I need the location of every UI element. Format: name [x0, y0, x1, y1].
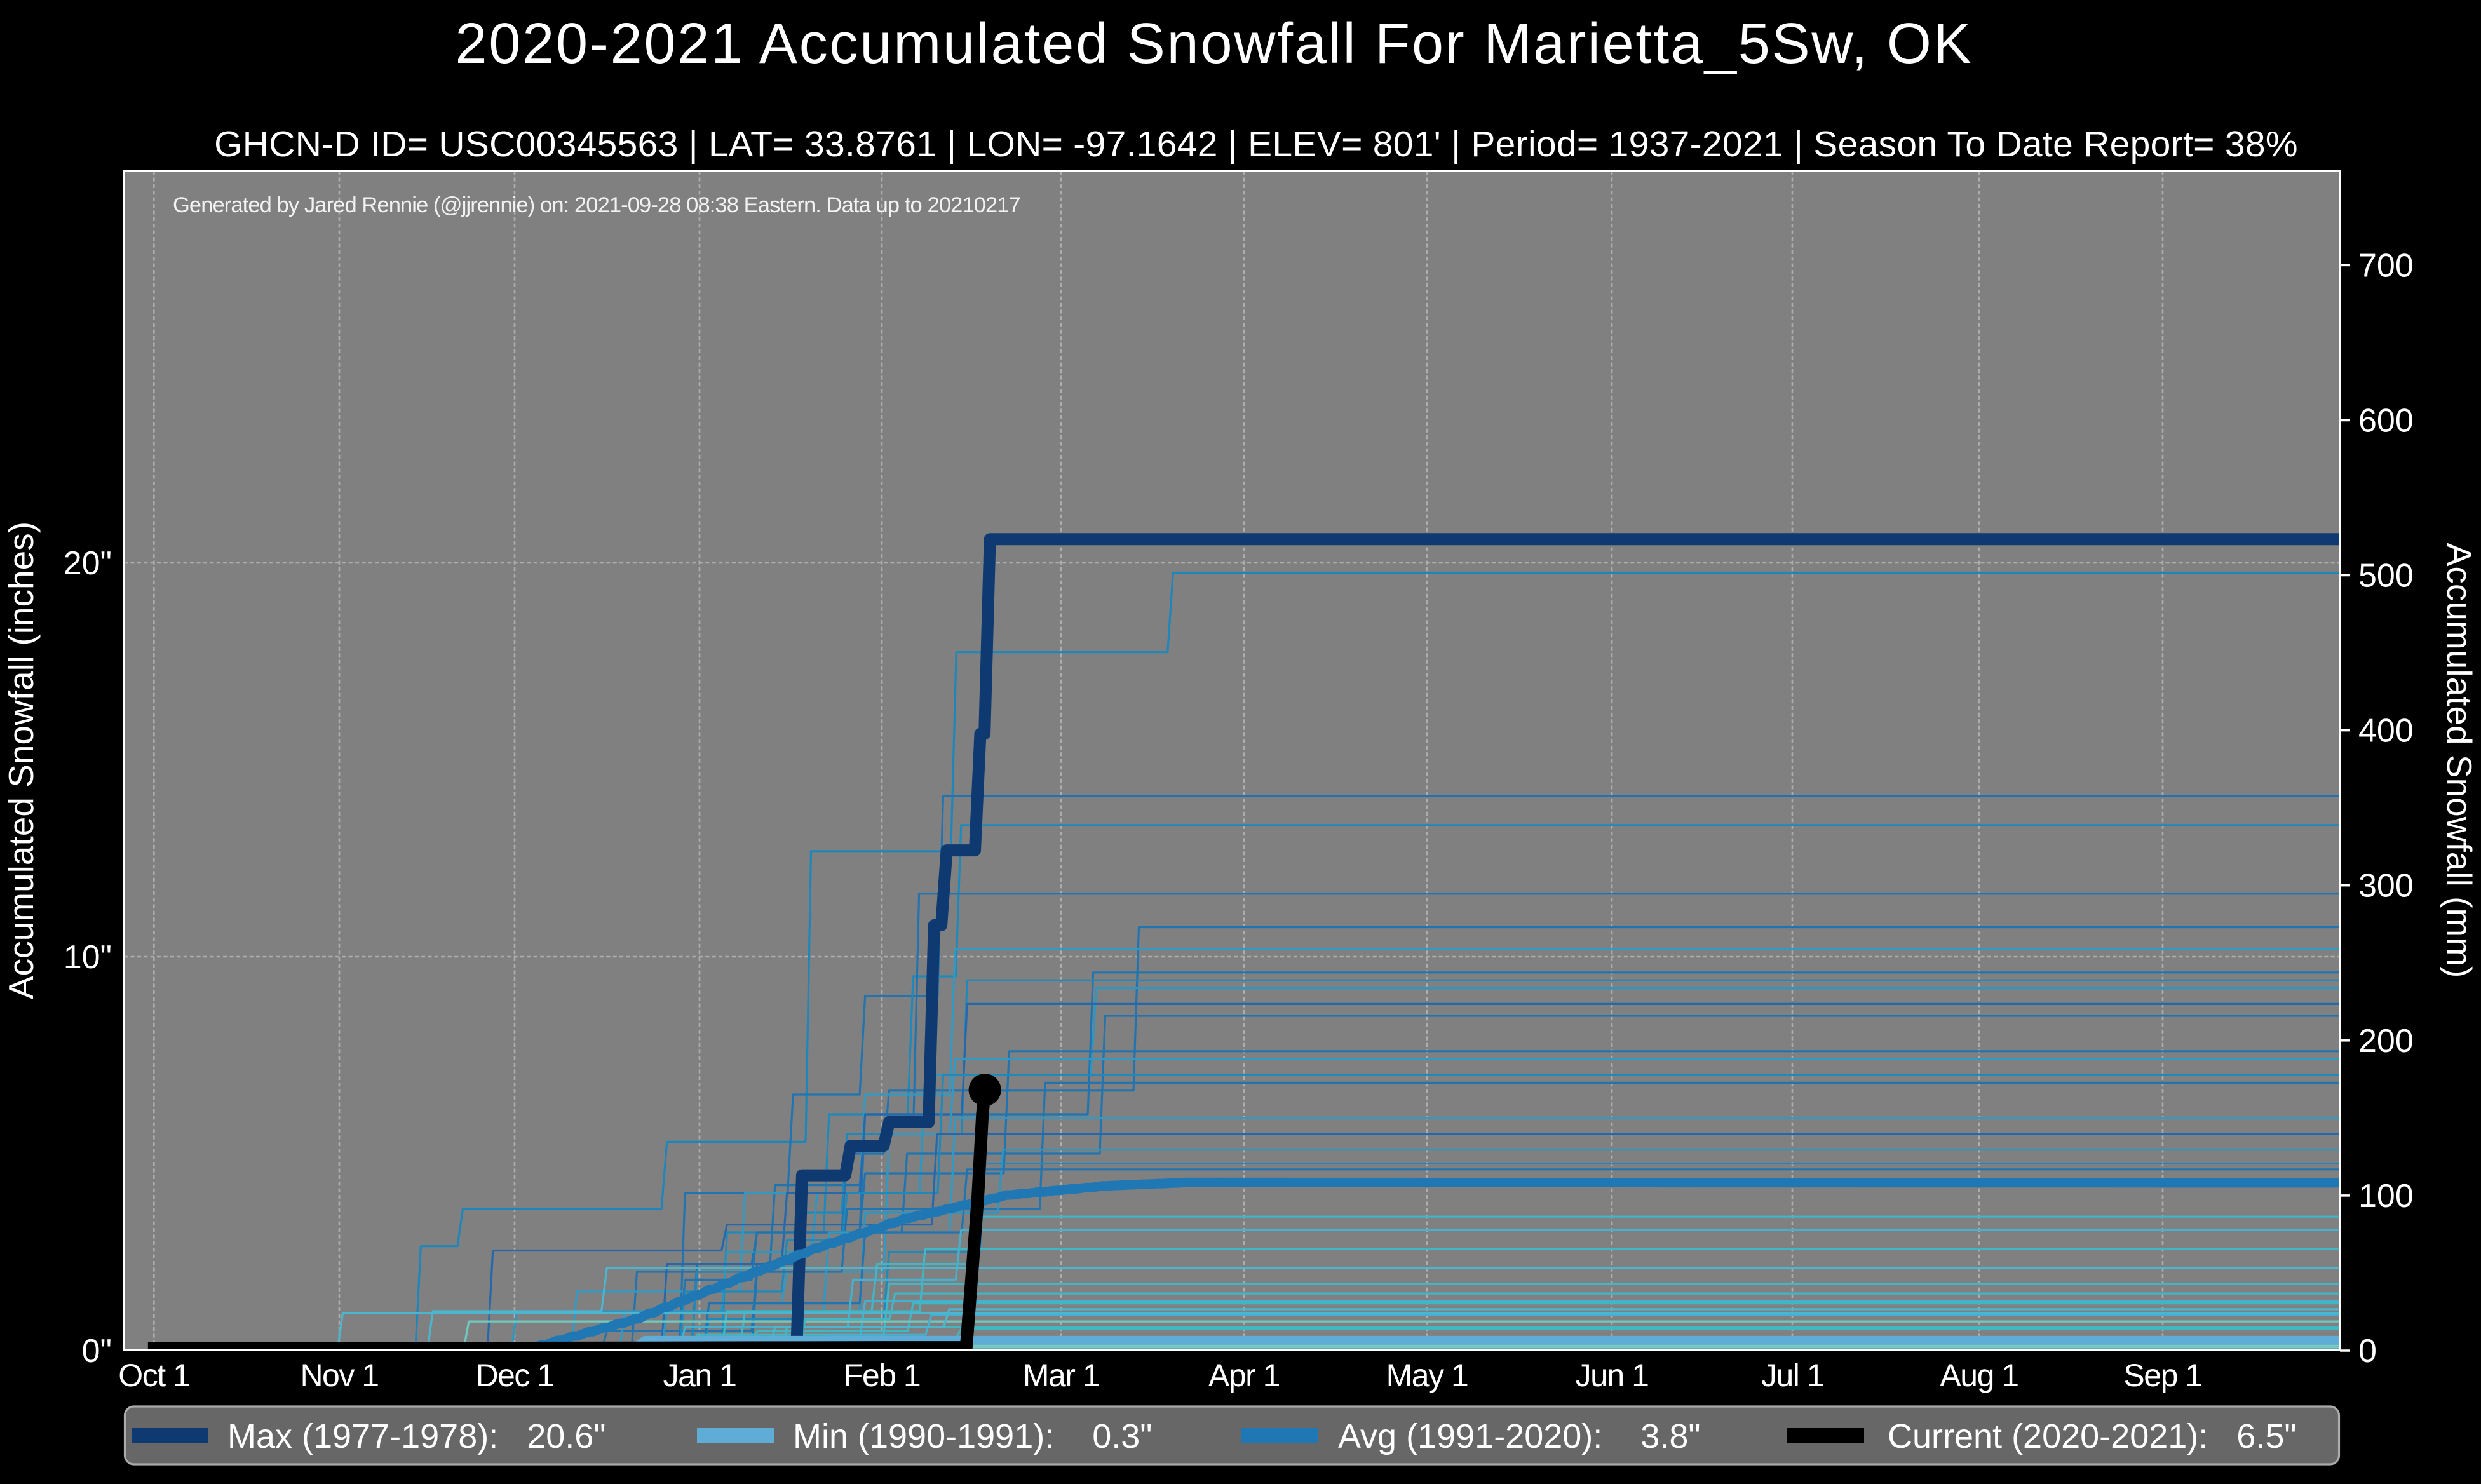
svg-text:0": 0" [82, 1333, 112, 1370]
svg-text:Nov 1: Nov 1 [300, 1358, 378, 1393]
svg-text:Accumulated Snowfall (mm): Accumulated Snowfall (mm) [2440, 543, 2479, 978]
svg-text:Jan 1: Jan 1 [663, 1358, 736, 1393]
svg-text:20": 20" [64, 545, 112, 582]
svg-text:700: 700 [2358, 247, 2414, 284]
svg-text:400: 400 [2358, 713, 2414, 750]
svg-text:300: 300 [2358, 868, 2414, 905]
svg-text:Current (2020-2021): 6.5": Current (2020-2021): 6.5" [1888, 1417, 2297, 1455]
svg-text:200: 200 [2358, 1023, 2414, 1060]
svg-text:Oct 1: Oct 1 [118, 1358, 189, 1393]
svg-text:GHCN-D ID= USC00345563 | LAT=: GHCN-D ID= USC00345563 | LAT= 33.8761 | … [214, 124, 2298, 165]
svg-text:Mar 1: Mar 1 [1023, 1358, 1099, 1393]
svg-text:Min (1990-1991): 0.3": Min (1990-1991): 0.3" [793, 1417, 1152, 1455]
svg-text:Jun 1: Jun 1 [1576, 1358, 1649, 1393]
svg-text:Apr 1: Apr 1 [1208, 1358, 1280, 1393]
svg-text:May 1: May 1 [1386, 1358, 1468, 1393]
svg-text:Sep 1: Sep 1 [2123, 1358, 2201, 1393]
svg-text:10": 10" [64, 939, 112, 976]
svg-text:Accumulated Snowfall (inches): Accumulated Snowfall (inches) [1, 522, 41, 999]
svg-text:Avg (1991-2020): 3.8": Avg (1991-2020): 3.8" [1338, 1417, 1701, 1455]
svg-text:500: 500 [2358, 558, 2414, 595]
svg-text:Dec 1: Dec 1 [475, 1358, 553, 1393]
svg-text:100: 100 [2358, 1178, 2414, 1215]
svg-text:Aug 1: Aug 1 [1940, 1358, 2018, 1393]
svg-text:0: 0 [2358, 1333, 2377, 1370]
svg-text:Max (1977-1978): 20.6": Max (1977-1978): 20.6" [227, 1417, 606, 1455]
svg-text:Generated by Jared Rennie (@jj: Generated by Jared Rennie (@jjrennie) on… [173, 193, 1020, 217]
svg-text:2020-2021 Accumulated Snowfall: 2020-2021 Accumulated Snowfall For Marie… [455, 12, 1973, 76]
svg-text:Feb 1: Feb 1 [844, 1358, 920, 1393]
svg-text:Jul 1: Jul 1 [1761, 1358, 1823, 1393]
svg-text:600: 600 [2358, 403, 2414, 440]
